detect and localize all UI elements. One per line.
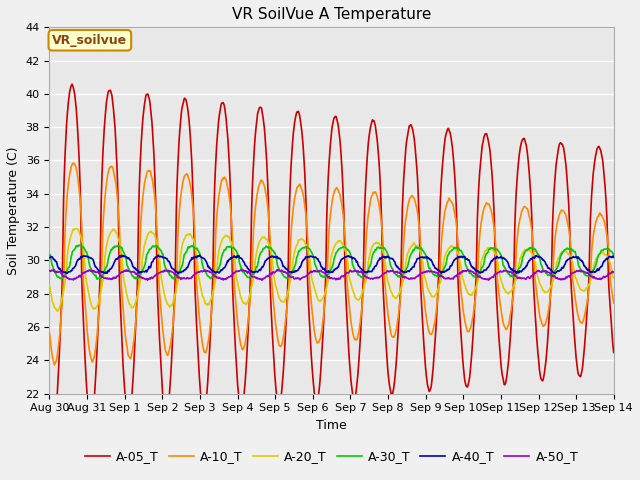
X-axis label: Time: Time <box>316 419 347 432</box>
Y-axis label: Soil Temperature (C): Soil Temperature (C) <box>7 146 20 275</box>
Legend: A-05_T, A-10_T, A-20_T, A-30_T, A-40_T, A-50_T: A-05_T, A-10_T, A-20_T, A-30_T, A-40_T, … <box>80 445 583 468</box>
Text: VR_soilvue: VR_soilvue <box>52 34 127 47</box>
Title: VR SoilVue A Temperature: VR SoilVue A Temperature <box>232 7 431 22</box>
